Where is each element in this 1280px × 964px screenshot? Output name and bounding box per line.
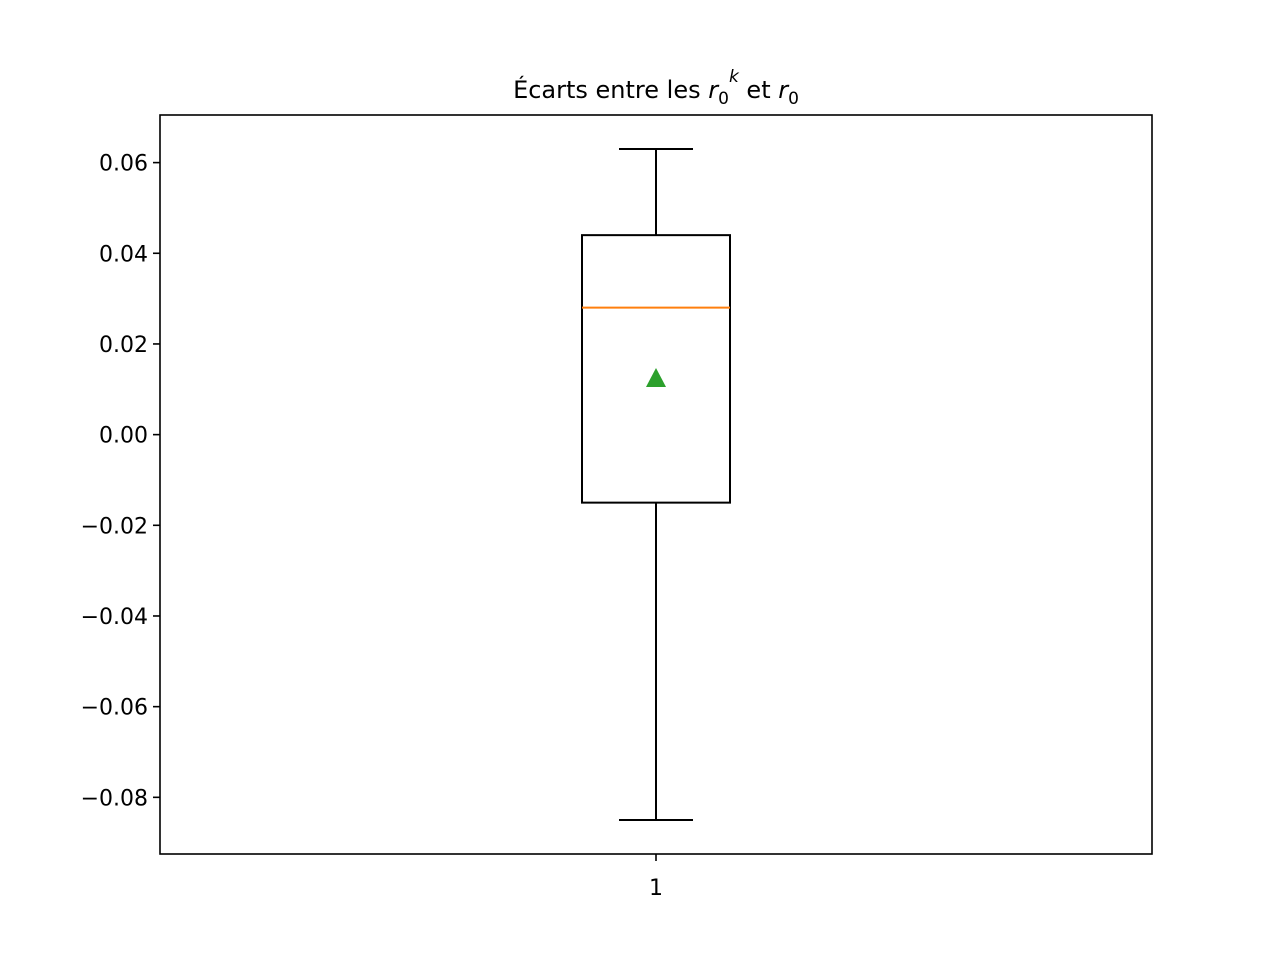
- y-tick-label: −0.08: [81, 786, 148, 811]
- chart-title: Écarts entre les r0k et r0: [513, 67, 799, 109]
- title-var1-sub: 0: [718, 89, 729, 109]
- title-middle: et: [739, 76, 778, 104]
- y-tick-label: 0.04: [99, 242, 148, 267]
- iqr-box: [581, 234, 731, 504]
- plot-area: −0.08 −0.06 −0.04 −0.02 0.00 0.02 0.04 0.06 1: [81, 114, 1153, 901]
- title-var2-base: r: [778, 76, 790, 104]
- x-tick-label: 1: [649, 876, 663, 901]
- y-tick-label: 0.06: [99, 152, 148, 177]
- title-var1-base: r: [708, 76, 720, 104]
- y-tick-label: 0.02: [99, 333, 148, 358]
- title-var2-sub: 0: [788, 89, 799, 109]
- title-var1-sup: k: [729, 67, 740, 87]
- y-tick-label: 0.00: [99, 424, 148, 449]
- y-tick-label: −0.02: [81, 514, 148, 539]
- mean-marker: [646, 367, 666, 387]
- title-prefix: Écarts entre les: [513, 75, 708, 104]
- y-tick-label: −0.04: [81, 605, 148, 630]
- y-tick-label: −0.06: [81, 696, 148, 721]
